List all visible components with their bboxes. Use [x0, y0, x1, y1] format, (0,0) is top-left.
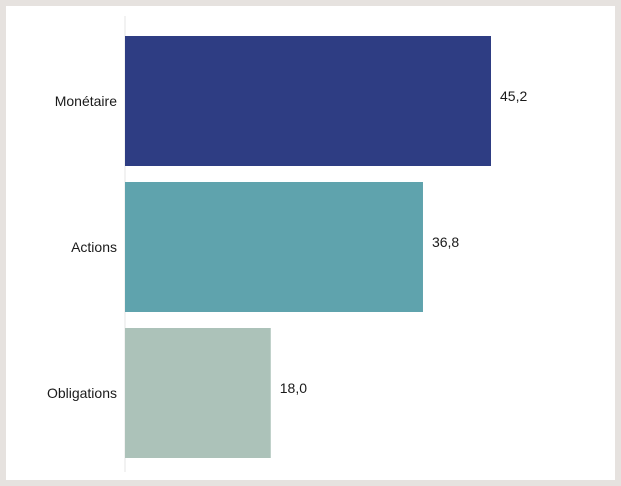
value-label: 18,0 — [280, 380, 307, 396]
bar-chart: Monétaire 45,2 Actions 36,8 Obligations 18,0 — [47, 16, 527, 472]
bar-obligations — [125, 328, 271, 458]
category-label: Monétaire — [55, 93, 117, 109]
bars-layer: Monétaire 45,2 Actions 36,8 Obligations 18,0 — [47, 36, 527, 458]
chart-panel: Monétaire 45,2 Actions 36,8 Obligations 18,0 — [6, 6, 615, 480]
value-label: 45,2 — [500, 88, 527, 104]
category-label: Obligations — [47, 385, 117, 401]
category-label: Actions — [71, 239, 117, 255]
bar-mon-taire — [125, 36, 491, 166]
bar-actions — [125, 182, 423, 312]
value-label: 36,8 — [432, 234, 459, 250]
